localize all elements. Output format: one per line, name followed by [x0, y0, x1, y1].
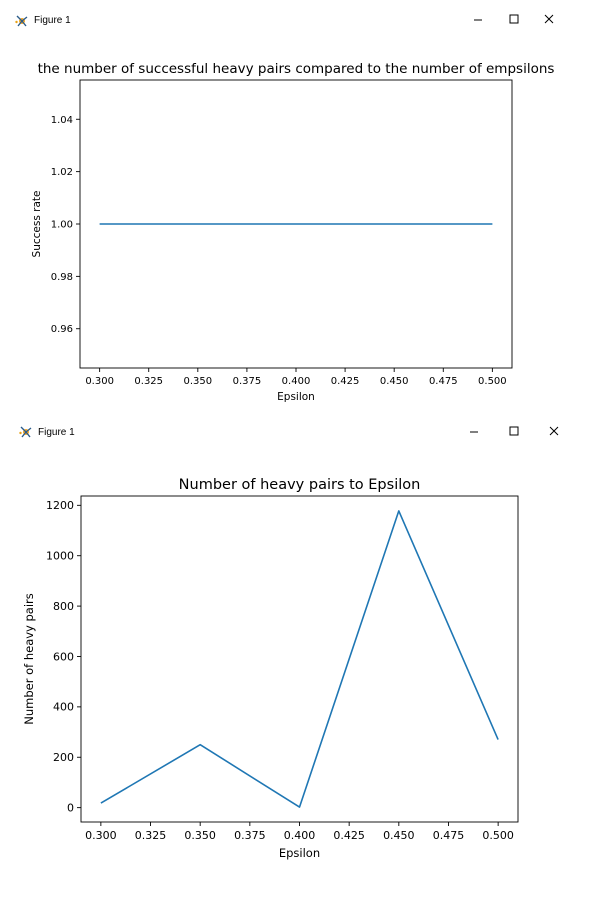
x-tick-label: 0.475 [433, 829, 465, 842]
chart-title: Number of heavy pairs to Epsilon [179, 477, 421, 493]
chart-title: the number of successful heavy pairs com… [38, 61, 555, 77]
x-tick-label: 0.300 [85, 829, 117, 842]
x-tick-label: 0.375 [234, 829, 266, 842]
plot-area-frame [81, 496, 518, 822]
x-tick-label: 0.350 [184, 829, 216, 842]
x-tick-label: 0.425 [331, 376, 360, 387]
x-tick-label: 0.400 [284, 829, 316, 842]
figure-window-1: Figure 1 the number of successful heavy … [0, 0, 599, 410]
x-tick-label: 0.400 [282, 376, 311, 387]
y-axis-label: Number of heavy pairs [22, 593, 36, 725]
y-tick-label: 400 [53, 701, 74, 714]
y-tick-label: 1.04 [51, 115, 73, 126]
y-axis-label: Success rate [31, 191, 43, 258]
x-axis-label: Epsilon [279, 846, 320, 860]
y-tick-label: 0.96 [51, 324, 73, 335]
x-tick-label: 0.500 [482, 829, 514, 842]
y-tick-label: 1200 [46, 499, 74, 512]
x-axis-label: Epsilon [277, 391, 315, 403]
x-tick-label: 0.325 [135, 829, 167, 842]
chart-heavy-pairs: Number of heavy pairs to Epsilon 0.300 0.3… [0, 410, 599, 924]
y-tick-label: 600 [53, 650, 74, 663]
figure-window-2: Figure 1 Number of heavy pairs to Epsilo… [0, 410, 599, 924]
x-tick-label: 0.375 [233, 376, 262, 387]
x-tick-label: 0.300 [85, 376, 114, 387]
y-tick-label: 1.02 [51, 167, 73, 178]
x-tick-label: 0.350 [183, 376, 212, 387]
x-tick-label: 0.425 [333, 829, 365, 842]
x-tick-label: 0.450 [380, 376, 409, 387]
y-tick-label: 200 [53, 751, 74, 764]
y-tick-label: 0.98 [51, 272, 73, 283]
x-tick-label: 0.325 [134, 376, 163, 387]
y-tick-label: 1.00 [51, 220, 73, 231]
x-tick-label: 0.475 [429, 376, 458, 387]
y-tick-label: 1000 [46, 550, 74, 563]
x-tick-label: 0.450 [383, 829, 415, 842]
chart-success-rate: the number of successful heavy pairs com… [0, 0, 599, 410]
series-line [101, 511, 498, 807]
x-tick-label: 0.500 [478, 376, 507, 387]
y-tick-label: 0 [67, 801, 74, 814]
y-tick-label: 800 [53, 600, 74, 613]
